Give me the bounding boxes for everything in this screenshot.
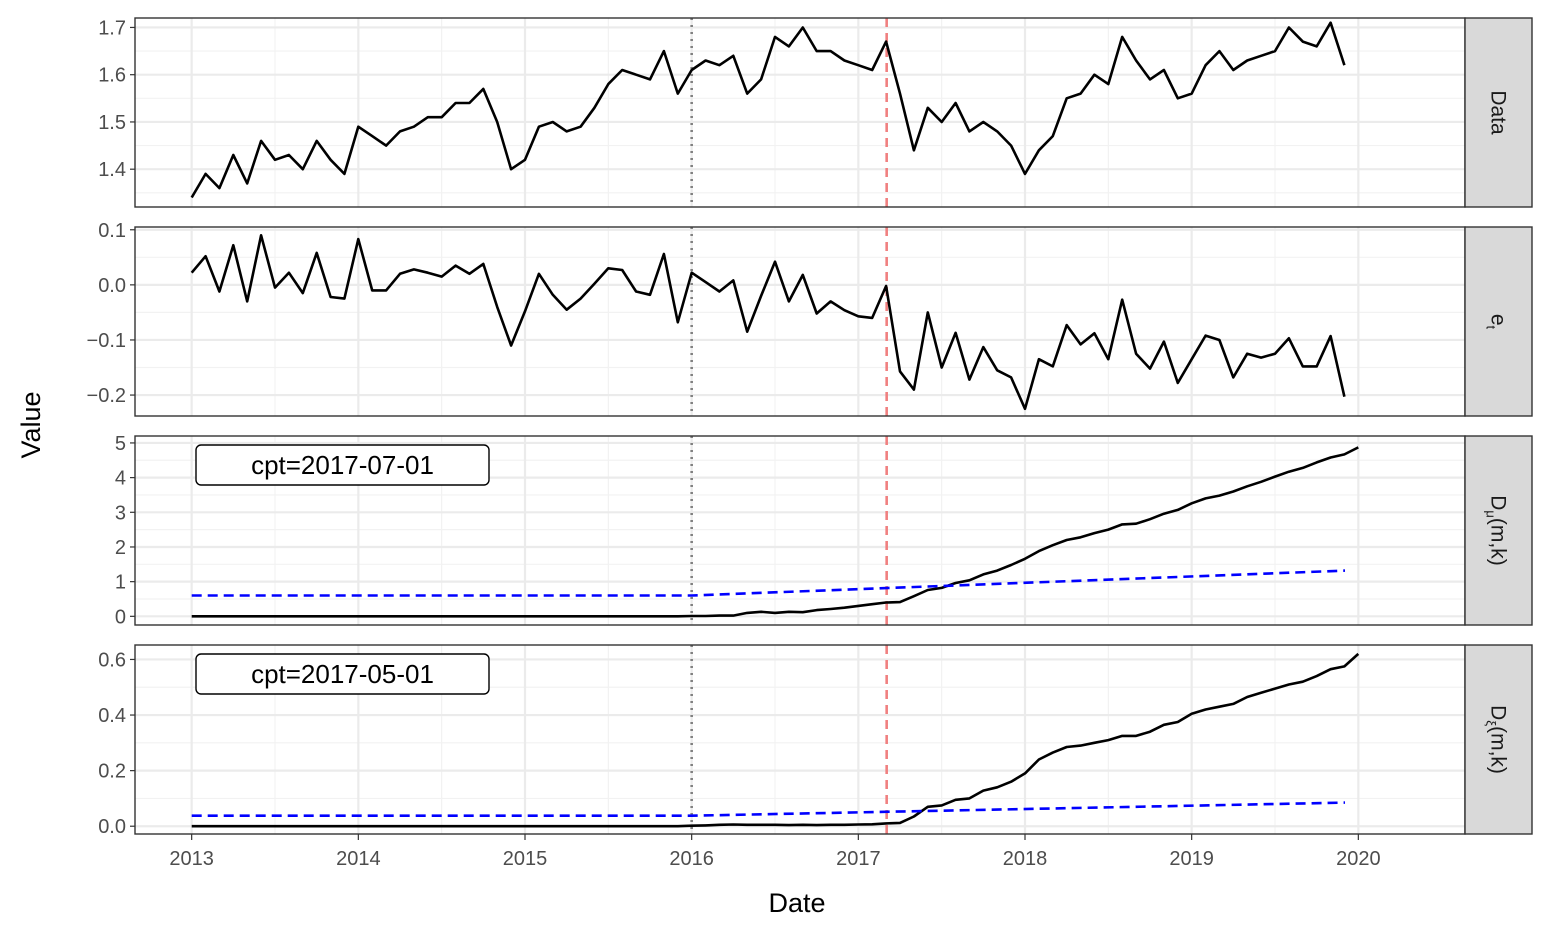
y-tick-label: 1.4 [98, 159, 126, 181]
y-tick-label: 1.5 [98, 112, 126, 134]
panels-layer: 1.4 1.5 1.6 1.7 Data −0.2 −0.1 0.0 0.1 et 0 1 2 3 4 5 cp… [87, 17, 1533, 838]
x-tick-label: 2018 [1003, 848, 1048, 870]
x-tick-label: 2020 [1336, 848, 1381, 870]
y-tick-label: 0.4 [98, 705, 126, 727]
panel-1: 1.4 1.5 1.6 1.7 Data [98, 17, 1533, 208]
threshold-line [191, 801, 1346, 818]
y-tick-label: 2 [115, 537, 126, 559]
y-tick-label: 0.6 [98, 649, 126, 671]
threshold-line [191, 569, 1346, 597]
x-tick-label: 2016 [669, 848, 714, 870]
x-tick-label: 2017 [836, 848, 881, 870]
facet-strip-label: et [1484, 314, 1510, 330]
y-axis-title: Value [16, 391, 46, 458]
y-tick-label: 4 [115, 468, 126, 490]
changepoint-label-box [195, 444, 490, 486]
y-tick-label: −0.2 [87, 385, 126, 407]
changepoint-label-box [195, 653, 490, 695]
facet-strip-label: Dξ(m,k) [1484, 705, 1510, 774]
series-line [191, 652, 1360, 828]
changepoint-label: cpt=2017-07-01 [251, 450, 434, 480]
y-tick-label: 0.2 [98, 761, 126, 783]
x-tick-label: 2015 [503, 848, 548, 870]
panel-3: 0 1 2 3 4 5 cpt=2017-07-01 Dμ(m,k) [115, 433, 1533, 628]
y-tick-label: 0.0 [98, 275, 126, 297]
facet-strip [1464, 644, 1533, 835]
x-tick-label: 2014 [336, 848, 381, 870]
y-tick-label: 0 [115, 606, 126, 628]
y-tick-label: 1.7 [98, 17, 126, 39]
panel-4: 0.0 0.2 0.4 0.6 cpt=2017-05-01 Dξ(m,k) [98, 644, 1533, 838]
facet-strip-label: Dμ(m,k) [1484, 495, 1510, 566]
y-tick-label: −0.1 [87, 330, 126, 352]
y-tick-label: 0.0 [98, 816, 126, 838]
x-tick-label: 2019 [1169, 848, 1214, 870]
y-tick-label: 1.6 [98, 65, 126, 87]
y-tick-label: 3 [115, 502, 126, 524]
panel-background [135, 227, 1465, 416]
facet-strip [1464, 435, 1533, 626]
series-line [190, 234, 1346, 411]
facet-strip [1464, 226, 1533, 417]
facet-strip-label: Data [1487, 90, 1510, 135]
series-line [190, 21, 1346, 199]
panel-2: −0.2 −0.1 0.0 0.1 et [87, 220, 1533, 417]
x-tick-label: 2013 [169, 848, 214, 870]
y-tick-label: 5 [115, 433, 126, 455]
changepoint-label: cpt=2017-05-01 [251, 659, 434, 689]
x-axis-title: Date [768, 888, 825, 918]
panel-background [135, 18, 1465, 207]
series-line [191, 446, 1359, 618]
facet-strip [1464, 17, 1533, 208]
y-tick-label: 1 [115, 572, 126, 594]
y-tick-label: 0.1 [98, 220, 126, 242]
x-axis: 2013 2014 2015 2016 2017 2018 2019 2020 [169, 834, 1381, 870]
